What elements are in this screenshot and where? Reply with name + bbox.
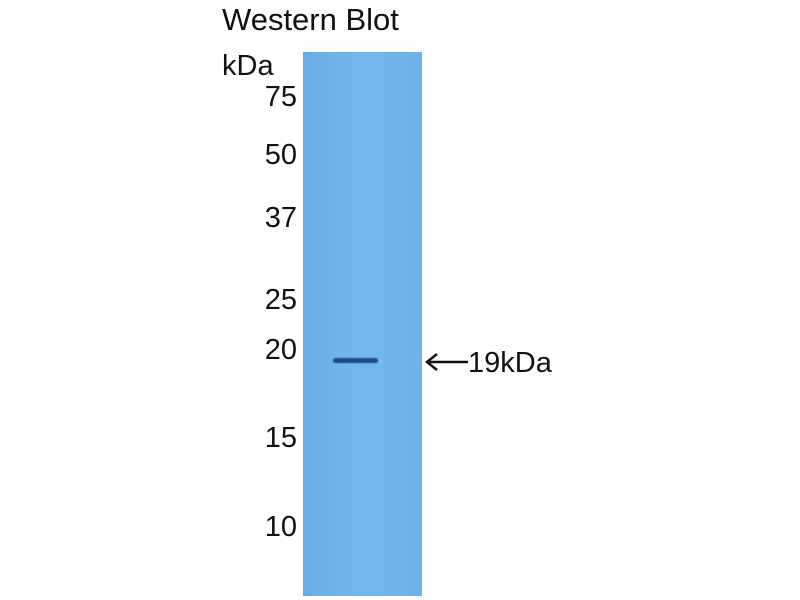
protein-band <box>333 358 378 363</box>
marker-label: 10 <box>264 511 297 543</box>
unit-label: kDa <box>222 50 274 82</box>
blot-lane <box>303 52 422 596</box>
marker-label: 37 <box>264 202 297 234</box>
marker-label: 15 <box>264 422 297 454</box>
band-label: 19kDa <box>468 347 552 379</box>
marker-label: 75 <box>264 81 297 113</box>
marker-label: 50 <box>264 139 297 171</box>
blot-title: Western Blot <box>222 2 399 37</box>
marker-label: 25 <box>264 284 297 316</box>
marker-label: 20 <box>264 334 297 366</box>
arrow-left-icon <box>424 353 468 371</box>
